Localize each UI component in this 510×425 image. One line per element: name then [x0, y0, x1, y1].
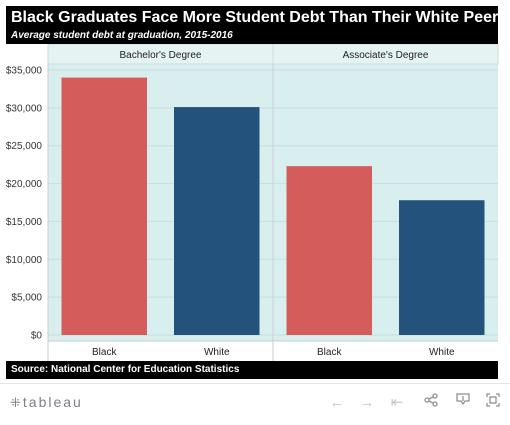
y-tick-label: $0 [31, 331, 43, 342]
revert-icon[interactable]: ⇤ [390, 394, 404, 411]
download-icon[interactable] [452, 392, 474, 414]
panel-title: Bachelor's Degree [120, 50, 202, 61]
source-bar: Source: National Center for Education St… [6, 361, 498, 379]
bar-white [174, 107, 260, 335]
y-tick-label: $15,000 [6, 217, 43, 228]
y-tick-label: $25,000 [6, 141, 43, 152]
header: Black Graduates Face More Student Debt T… [6, 6, 507, 44]
y-tick-label: $10,000 [6, 255, 43, 266]
y-tick-label: $20,000 [6, 179, 43, 190]
x-tick-label: White [429, 347, 455, 358]
tableau-logo-text: tableau [22, 394, 83, 410]
tableau-toolbar: ⁜ tableau ← → ⇤ [0, 383, 510, 425]
tableau-logo-icon: ⁜ [10, 395, 21, 410]
tableau-logo[interactable]: ⁜ tableau [10, 394, 83, 411]
bar-black [286, 166, 372, 335]
bar-black [61, 77, 147, 336]
bar-chart: $0 $5,000 $10,000 $15,000 $20,000 $25,000 $30,… [6, 44, 499, 361]
panel-title: Associate's Degree [343, 50, 429, 61]
x-tick-label: Black [317, 347, 342, 358]
share-icon[interactable] [420, 392, 442, 414]
x-tick-label: White [204, 347, 230, 358]
y-tick-label: $30,000 [6, 103, 43, 114]
redo-icon[interactable]: → [359, 394, 375, 411]
x-tick-label: Black [92, 347, 117, 358]
source-text: Source: National Center for Education St… [11, 364, 240, 375]
undo-icon[interactable]: ← [329, 394, 345, 411]
panel-header [272, 44, 499, 65]
chart-title: Black Graduates Face More Student Debt T… [11, 9, 508, 26]
bar-white [399, 200, 485, 335]
chart-subtitle: Average student debt at graduation, 2015… [11, 30, 233, 41]
y-tick-label: $5,000 [11, 293, 42, 304]
fullscreen-icon[interactable] [482, 392, 504, 414]
y-tick-label: $35,000 [6, 66, 43, 77]
